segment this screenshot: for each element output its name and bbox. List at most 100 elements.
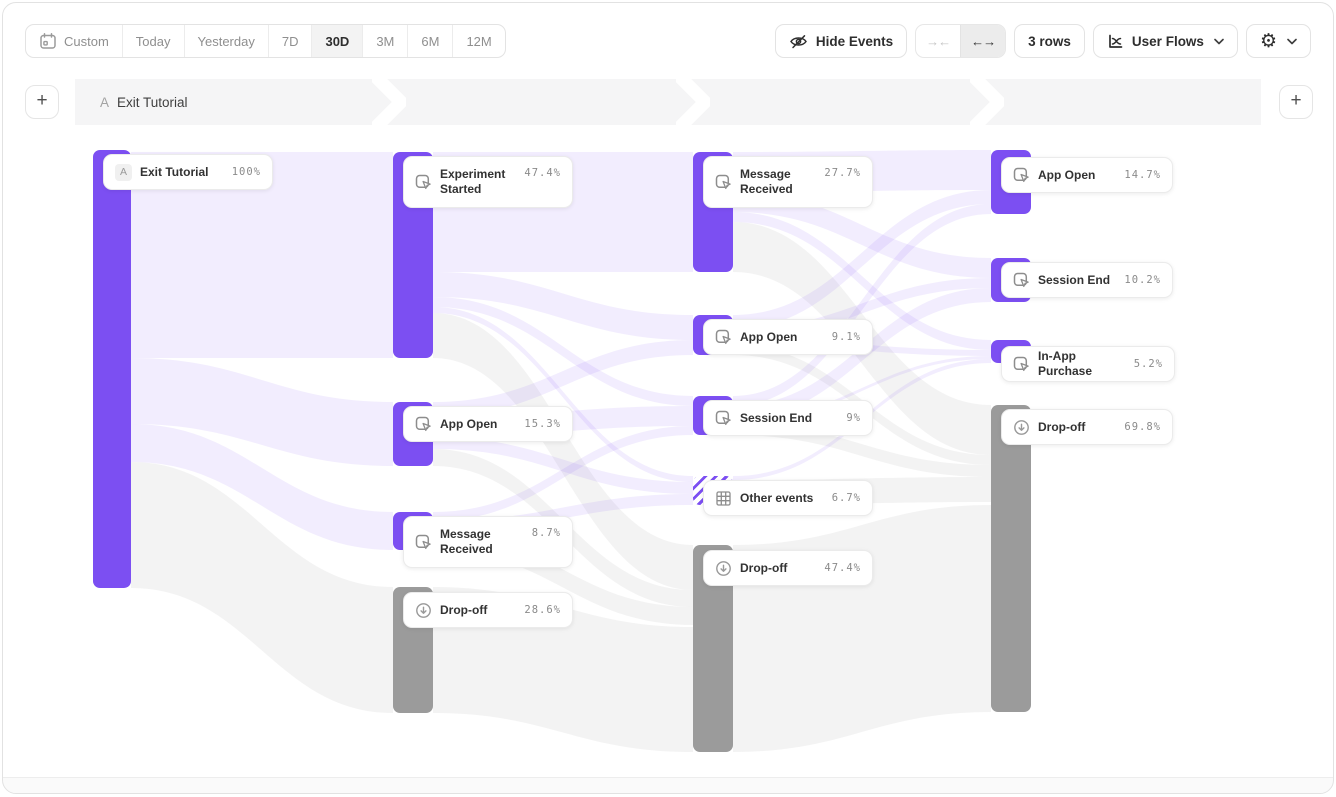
flow-node-label: Session End <box>740 410 813 425</box>
flow-node-pct: 69.8% <box>1124 421 1161 433</box>
c3-session-end-card[interactable]: Session End 9% <box>703 400 873 436</box>
step-label: A Exit Tutorial <box>100 79 188 125</box>
grid-icon <box>715 490 732 507</box>
date-range-yesterday[interactable]: Yesterday <box>183 25 268 57</box>
c2-message-received-card[interactable]: Message Received 8.7% <box>403 516 573 568</box>
flow-node-pct: 9% <box>846 412 861 424</box>
event-icon <box>715 329 732 346</box>
flow-node-pct: 47.4% <box>824 562 861 574</box>
flow-node-pct: 15.3% <box>524 418 561 430</box>
flow-node-pct: 6.7% <box>831 492 861 504</box>
flow-node-label: Message Received <box>440 527 493 556</box>
expand-icon: ←→ <box>971 33 996 49</box>
c3-other-events-card[interactable]: Other events 6.7% <box>703 480 873 516</box>
flow-node-label: Session End <box>1038 272 1111 287</box>
date-range-label: 12M <box>466 33 492 49</box>
event-icon <box>1013 272 1030 289</box>
c4-app-open-card[interactable]: App Open 14.7% <box>1001 157 1173 193</box>
flow-node-label: Other events <box>740 490 814 505</box>
flow-node-pct: 27.7% <box>824 167 861 179</box>
c4-drop-off-bar[interactable] <box>991 405 1031 712</box>
c1-exit-tutorial-card[interactable]: A Exit Tutorial 100% <box>103 154 273 190</box>
step-header-banner: A Exit Tutorial <box>75 79 1261 125</box>
c4-session-end-card[interactable]: Session End 10.2% <box>1001 262 1173 298</box>
flow-node-pct: 10.2% <box>1124 274 1161 286</box>
flow-node-pct: 9.1% <box>831 331 861 343</box>
date-range-6m[interactable]: 6M <box>407 25 452 57</box>
add-step-left-button[interactable]: + <box>25 85 59 119</box>
collapse-icon: →← <box>926 33 951 49</box>
add-step-right-button[interactable]: + <box>1279 85 1313 119</box>
date-range-12m[interactable]: 12M <box>452 25 504 57</box>
chevron-down-icon <box>1214 38 1224 44</box>
settings-dropdown[interactable]: ⚙ <box>1245 24 1311 58</box>
collapse-expand-toggle: →← ←→ <box>915 24 1007 58</box>
date-range-label: 30D <box>325 33 350 49</box>
event-icon <box>1013 356 1030 373</box>
eye-off-icon <box>789 34 807 48</box>
event-icon <box>715 410 732 427</box>
date-range-3m[interactable]: 3M <box>362 25 407 57</box>
c3-drop-off-card[interactable]: Drop-off 47.4% <box>703 550 873 586</box>
c2-app-open-card[interactable]: App Open 15.3% <box>403 406 573 442</box>
flow-node-label: Drop-off <box>1038 419 1086 434</box>
c2-experiment-started-card[interactable]: Experiment Started 47.4% <box>403 156 573 208</box>
step-chevron-icon <box>372 79 406 125</box>
gear-icon: ⚙ <box>1259 29 1277 52</box>
flow-node-pct: 47.4% <box>524 167 561 179</box>
flow-node-pct: 8.7% <box>531 527 561 539</box>
date-range-label: 3M <box>376 33 395 49</box>
c3-app-open-card[interactable]: App Open 9.1% <box>703 319 873 355</box>
flow-node-pct: 28.6% <box>524 604 561 616</box>
view-selector-label: User Flows <box>1131 33 1204 49</box>
date-range-today[interactable]: Today <box>121 25 184 57</box>
flow-node-label: Drop-off <box>440 602 488 617</box>
flow-node-label: Drop-off <box>740 560 788 575</box>
date-range-7d[interactable]: 7D <box>267 25 312 57</box>
event-icon <box>715 174 732 191</box>
c2-drop-off-card[interactable]: Drop-off 28.6% <box>403 592 573 628</box>
toolbar: Custom Today Yesterday 7D 30D 3M 6M 12M … <box>25 24 1311 58</box>
view-selector-dropdown[interactable]: User Flows <box>1092 24 1238 58</box>
c4-in-app-purchase-card[interactable]: In-App Purchase 5.2% <box>1001 346 1175 382</box>
step-chevron-icon <box>970 79 1004 125</box>
collapse-columns-button[interactable]: →← <box>916 25 960 57</box>
event-icon <box>415 174 432 191</box>
step-chevron-icon <box>676 79 710 125</box>
hide-events-label: Hide Events <box>815 33 894 49</box>
chevron-down-icon <box>1287 38 1297 44</box>
c1-exit-tutorial-bar[interactable] <box>93 150 131 588</box>
user-flows-icon <box>1109 34 1123 48</box>
date-range-custom[interactable]: Custom <box>26 25 122 57</box>
toolbar-right-controls: Hide Events →← ←→ 3 rows User Flows ⚙ <box>774 24 1311 58</box>
flow-node-pct: 100% <box>231 166 261 178</box>
flow-node-label: In-App Purchase <box>1038 349 1093 378</box>
flow-node-label: Exit Tutorial <box>140 164 209 179</box>
date-range-label: Yesterday <box>197 33 255 49</box>
event-icon <box>415 416 432 433</box>
date-range-label: 7D <box>281 33 299 49</box>
step-letter: A <box>100 94 110 110</box>
flow-node-label: Message Received <box>740 167 793 196</box>
rows-label: 3 rows <box>1028 33 1071 49</box>
calendar-icon <box>40 33 56 49</box>
c3-message-received-card[interactable]: Message Received 27.7% <box>703 156 873 208</box>
c4-drop-off-card[interactable]: Drop-off 69.8% <box>1001 409 1173 445</box>
hide-events-button[interactable]: Hide Events <box>774 24 908 58</box>
drop-off-icon <box>715 560 732 577</box>
flow-node-label: App Open <box>1038 167 1096 182</box>
flow-node-pct: 14.7% <box>1124 169 1161 181</box>
rows-button[interactable]: 3 rows <box>1014 24 1085 58</box>
date-range-label: 6M <box>421 33 440 49</box>
flow-node-pct: 5.2% <box>1133 358 1163 370</box>
date-range-30d[interactable]: 30D <box>311 25 363 57</box>
expand-columns-button[interactable]: ←→ <box>960 25 1006 57</box>
event-icon <box>1013 167 1030 184</box>
step-title: Exit Tutorial <box>117 94 188 110</box>
step-letter-chip: A <box>115 163 132 181</box>
flow-node-label: App Open <box>740 329 798 344</box>
drop-off-icon <box>415 602 432 619</box>
flow-node-label: App Open <box>440 416 498 431</box>
flow-node-label: Experiment Started <box>440 167 506 196</box>
